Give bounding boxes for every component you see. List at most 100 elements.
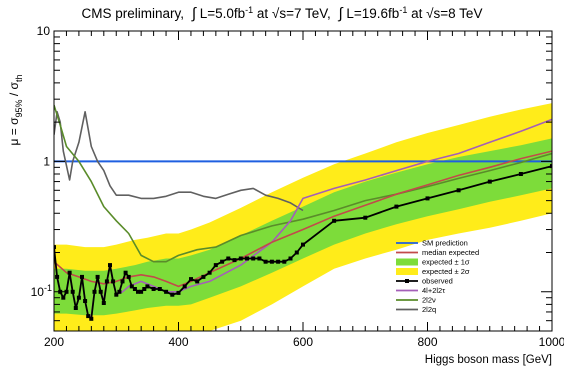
legend-label-median: median expected <box>422 248 479 257</box>
observed-point <box>157 287 162 291</box>
series-lines <box>54 104 552 321</box>
observed-point <box>101 301 106 305</box>
y-axis-label: μ = σ95% / σth <box>7 75 24 146</box>
expected-bands <box>54 103 552 331</box>
legend-label-2l2v: 2l2ν <box>422 296 436 305</box>
sqrt-symbol-2: √ <box>426 6 434 21</box>
x-tick-label: 800 <box>417 335 437 349</box>
observed-point <box>207 270 212 275</box>
observed-point <box>288 256 293 261</box>
observed-point <box>282 259 287 264</box>
observed-point <box>76 295 81 300</box>
observed-point <box>425 196 430 201</box>
observed-point <box>301 242 305 247</box>
observed-point <box>164 289 169 294</box>
observed-point <box>83 299 88 303</box>
series-line-median <box>54 150 552 288</box>
observed-point <box>129 284 134 289</box>
title-lead: CMS preliminary, <box>82 6 185 21</box>
observed-point <box>142 287 147 291</box>
observed-point <box>170 292 175 297</box>
y-tick-label: 10-1 <box>31 283 52 299</box>
observed-point <box>64 289 69 294</box>
title-sqrt8: s=8 TeV <box>434 6 483 21</box>
observed-point <box>220 259 225 264</box>
observed-point <box>201 274 206 279</box>
observed-point <box>213 263 218 268</box>
legend-label-2l2q: 2l2q <box>422 305 436 314</box>
observed-point <box>332 218 337 223</box>
title-lumi8: L=19.6fb <box>346 6 399 21</box>
observed-point <box>86 314 91 319</box>
observed-point <box>226 256 231 261</box>
legend-swatch-band2 <box>396 268 418 275</box>
plot-frame: 200 400 600 800 1000 10 1 10-1 <box>31 24 564 349</box>
observed-point <box>276 259 281 264</box>
legend-swatch-band1 <box>396 258 418 266</box>
title-sqrt7: s=7 TeV, <box>279 6 330 21</box>
observed-point <box>518 172 523 176</box>
observed-point <box>257 256 262 261</box>
observed-point <box>550 164 552 169</box>
observed-point <box>189 277 193 282</box>
observed-point <box>95 274 100 279</box>
observed-point <box>117 289 122 294</box>
series-line-2l2q <box>54 111 304 212</box>
title-lumi7-mid: at <box>253 6 272 21</box>
title-lumi8-exp: -1 <box>399 5 407 15</box>
y-tick-label: 1 <box>43 154 50 168</box>
observed-point <box>123 270 128 275</box>
observed-point <box>98 289 103 294</box>
observed-point <box>182 284 187 289</box>
observed-point <box>145 284 150 289</box>
legend-label-band1: expected ± 1σ <box>422 258 470 267</box>
observed-point <box>92 289 97 294</box>
title-lumi8-mid: at <box>407 6 426 21</box>
observed-point <box>363 215 368 220</box>
observed-point <box>251 256 256 261</box>
legend-label-4l2l2t: 4l+2l2τ <box>422 286 445 295</box>
x-tick-label: 600 <box>293 335 313 349</box>
legend-label-observed: observed <box>422 277 453 286</box>
observed-point <box>269 259 274 264</box>
observed-point <box>67 270 72 275</box>
x-axis-label: Higgs boson mass [GeV] <box>425 354 552 366</box>
observed-point <box>176 290 181 295</box>
observed-point <box>294 250 299 255</box>
y-label-sub95: 95% <box>14 99 24 117</box>
observed-point <box>80 274 84 279</box>
integral-symbol-2: ∫ <box>338 5 345 22</box>
observed-point <box>104 279 109 284</box>
observed-point <box>195 279 200 284</box>
observed-point <box>55 274 60 279</box>
observed-point <box>136 289 140 294</box>
observed-point <box>70 289 75 294</box>
observed-point <box>245 256 249 261</box>
x-tick-label: 1000 <box>539 335 564 349</box>
y-label-subth: th <box>14 75 24 83</box>
observed-point <box>111 279 116 284</box>
series-line-observed <box>54 165 552 320</box>
observed-point <box>487 179 492 184</box>
x-tick-label: 200 <box>44 335 64 349</box>
y-label-main: μ = σ <box>7 117 21 146</box>
x-tick-label: 400 <box>168 335 188 349</box>
legend-label-band2: expected ± 2σ <box>422 267 470 276</box>
observed-point <box>263 259 268 264</box>
observed-point <box>456 188 461 193</box>
legend-label-sm: SM prediction <box>422 239 468 248</box>
observed-point <box>114 292 119 297</box>
observed-point <box>89 316 94 321</box>
chart-title: CMS preliminary, ∫ L=5.0fb-1 at √s=7 TeV… <box>82 5 483 22</box>
series-line-2l2v <box>54 104 552 263</box>
observed-point <box>54 245 56 250</box>
observed-point <box>73 306 78 310</box>
integral-symbol-1: ∫ <box>191 5 198 22</box>
y-label-sep: / σ <box>7 81 21 99</box>
observed-point <box>232 258 237 263</box>
observed-point <box>139 289 144 294</box>
title-lumi7-exp: -1 <box>245 5 253 15</box>
legend-marker-observed <box>405 279 409 283</box>
